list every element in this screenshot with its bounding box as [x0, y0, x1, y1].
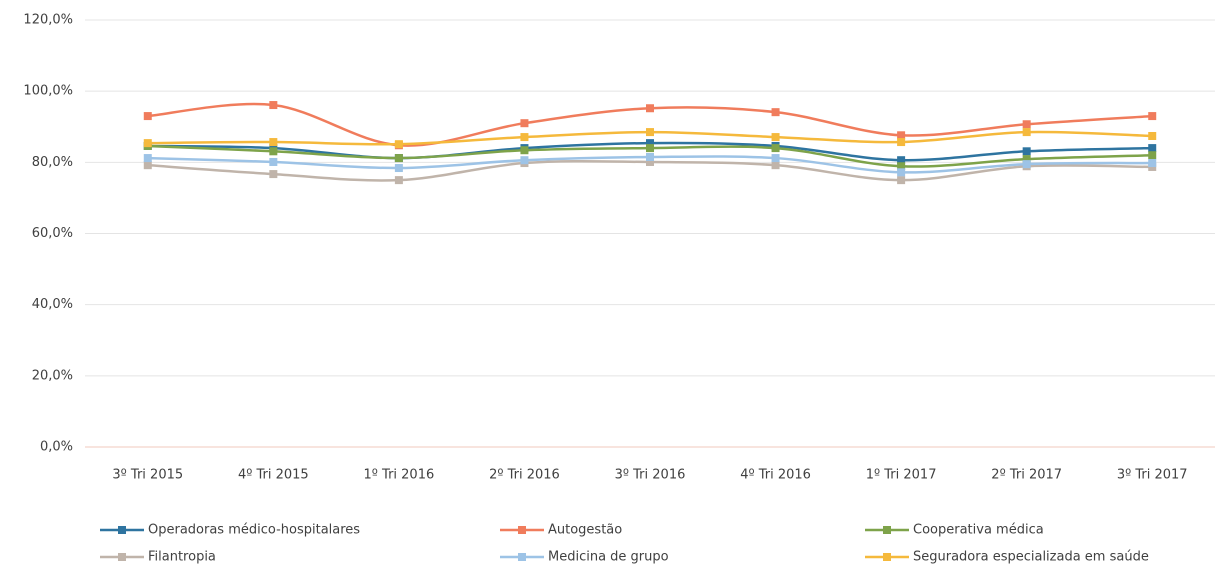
- point-marker: [143, 112, 152, 121]
- point-marker: [1022, 160, 1031, 169]
- point-marker: [269, 170, 278, 179]
- point-marker: [646, 128, 654, 137]
- x-tick-label: 4º Tri 2016: [740, 468, 811, 483]
- legend-marker: [118, 526, 126, 534]
- legend-label: Seguradora especializada em saúde: [913, 550, 1149, 565]
- x-tick-label: 2º Tri 2017: [991, 468, 1062, 483]
- point-marker: [897, 131, 906, 140]
- legend-label: Filantropia: [148, 550, 216, 565]
- x-tick-label: 1º Tri 2016: [364, 468, 435, 483]
- y-tick-label: 40,0%: [32, 297, 73, 312]
- point-marker: [143, 154, 152, 163]
- legend-label: Operadoras médico-hospitalares: [148, 523, 360, 538]
- point-marker: [269, 101, 278, 110]
- point-marker: [1022, 120, 1031, 129]
- point-marker: [646, 144, 654, 153]
- legend-label: Medicina de grupo: [548, 550, 669, 565]
- legend-marker: [118, 553, 126, 561]
- legend-marker: [518, 526, 526, 534]
- point-marker: [1148, 151, 1157, 160]
- point-marker: [1148, 112, 1157, 121]
- point-marker: [269, 138, 278, 147]
- y-tick-label: 20,0%: [32, 368, 73, 383]
- point-marker: [897, 156, 906, 165]
- point-marker: [269, 157, 278, 166]
- point-marker: [143, 139, 152, 148]
- y-tick-label: 120,0%: [23, 13, 73, 28]
- x-tick-label: 3º Tri 2016: [615, 468, 686, 483]
- point-marker: [1148, 144, 1157, 153]
- x-tick-label: 3º Tri 2017: [1117, 468, 1188, 483]
- x-tick-label: 4º Tri 2015: [238, 468, 309, 483]
- point-marker: [646, 139, 654, 148]
- point-marker: [771, 161, 780, 170]
- point-marker: [646, 104, 654, 113]
- point-marker: [394, 154, 403, 163]
- legend-label: Autogestão: [548, 523, 622, 538]
- point-marker: [394, 176, 403, 185]
- point-marker: [520, 119, 529, 128]
- point-marker: [1148, 132, 1157, 141]
- x-tick-label: 1º Tri 2017: [866, 468, 937, 483]
- point-marker: [771, 133, 780, 142]
- x-tick-label: 3º Tri 2015: [112, 468, 183, 483]
- point-marker: [394, 140, 403, 149]
- point-marker: [897, 138, 906, 147]
- legend-marker: [518, 553, 526, 561]
- x-tick-label: 2º Tri 2016: [489, 468, 560, 483]
- point-marker: [771, 108, 780, 117]
- point-marker: [1022, 147, 1031, 156]
- point-marker: [520, 156, 529, 165]
- point-marker: [1022, 155, 1031, 164]
- point-marker: [646, 152, 654, 161]
- point-marker: [520, 133, 529, 142]
- y-tick-label: 60,0%: [32, 226, 73, 241]
- point-marker: [897, 176, 906, 185]
- point-marker: [1148, 159, 1157, 168]
- point-marker: [897, 162, 906, 171]
- y-tick-label: 100,0%: [23, 84, 73, 99]
- point-marker: [897, 168, 906, 177]
- point-marker: [1022, 128, 1031, 137]
- point-marker: [520, 146, 529, 155]
- point-marker: [143, 161, 152, 170]
- y-tick-label: 0,0%: [40, 440, 73, 455]
- legend-marker: [883, 526, 891, 534]
- y-tick-label: 80,0%: [32, 155, 73, 170]
- legend-marker: [883, 553, 891, 561]
- point-marker: [771, 154, 780, 163]
- point-marker: [646, 157, 654, 166]
- legend-label: Cooperativa médica: [913, 523, 1044, 538]
- point-marker: [269, 147, 278, 156]
- point-marker: [771, 144, 780, 153]
- point-marker: [394, 164, 403, 173]
